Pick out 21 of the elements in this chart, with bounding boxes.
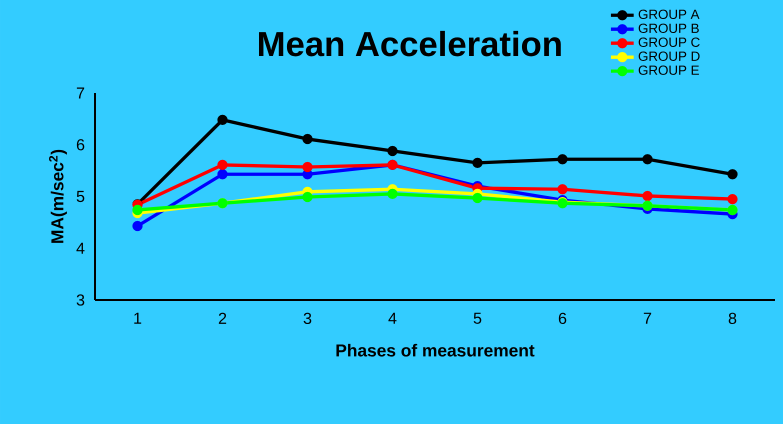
y-tick-label: 5 — [76, 190, 84, 202]
legend-label: GROUP E — [638, 65, 699, 75]
x-tick-label: 5 — [474, 312, 482, 324]
y-tick-label: 7 — [76, 88, 84, 98]
x-tick-label: 2 — [218, 312, 226, 324]
legend-label: GROUP A — [638, 10, 700, 20]
x-axis-title: Phases of measurement — [336, 344, 534, 357]
legend-label: GROUP B — [638, 24, 699, 33]
x-tick-label: 6 — [558, 312, 566, 324]
x-tick-label: 7 — [644, 312, 652, 324]
y-tick-label: 3 — [76, 294, 84, 306]
legend-label: GROUP D — [638, 52, 700, 61]
x-tick-label: 1 — [134, 312, 142, 324]
x-tick-label: 3 — [304, 312, 312, 324]
y-axis-title: MA(m/sec$^{2}$) — [49, 150, 67, 243]
y-tick-label: 6 — [76, 139, 84, 150]
legend-label: GROUP C — [638, 38, 700, 47]
x-tick-label: 4 — [388, 312, 396, 324]
chart-title: Mean Acceleration — [259, 30, 561, 56]
x-tick-label: 8 — [728, 312, 736, 324]
y-tick-label: 4 — [76, 242, 84, 254]
